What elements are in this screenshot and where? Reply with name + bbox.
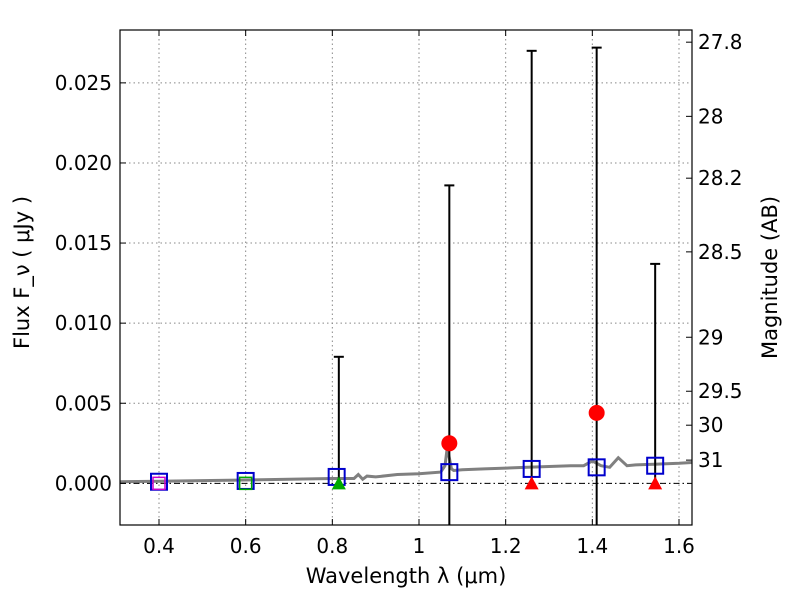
magnitude-tick-label: 28.5 <box>698 240 743 264</box>
y-tick-label: 0.020 <box>55 151 112 175</box>
marker-layer <box>150 404 665 491</box>
grid-layer <box>120 30 692 525</box>
model-photometry-marker <box>440 463 459 482</box>
spectrum-layer <box>119 447 693 484</box>
nondetection-marker <box>152 476 166 491</box>
magnitude-tick-label: 31 <box>698 448 723 472</box>
model-photometry-marker <box>646 456 665 475</box>
x-tick-label: 1 <box>413 534 426 558</box>
x-tick-label: 0.8 <box>316 534 348 558</box>
x-tick-label: 0.6 <box>230 534 262 558</box>
observed-flux-marker <box>588 404 605 421</box>
upper-limit-marker <box>331 476 346 490</box>
x-tick-label: 1.2 <box>490 534 522 558</box>
magnitude-tick-label: 30 <box>698 413 723 437</box>
y-tick-label: 0.025 <box>55 71 112 95</box>
x-tick-label: 1.4 <box>576 534 608 558</box>
y-tick-label: 0.005 <box>55 391 112 415</box>
right-axis-label: Magnitude (AB) <box>758 196 782 359</box>
plot-frame <box>119 29 693 526</box>
tick-layer: 0.4 0.6 0.8 1 1.2 1.4 1.6 0.000 0.005 0.010 0.015 0… <box>55 30 743 558</box>
observed-flux-marker <box>441 435 458 452</box>
y-tick-label: 0.015 <box>55 231 112 255</box>
magnitude-tick-label: 28.2 <box>698 166 743 190</box>
magnitude-tick-label: 27.8 <box>698 30 743 54</box>
magnitude-tick-label: 29.5 <box>698 379 743 403</box>
x-tick-label: 1.6 <box>663 534 695 558</box>
nondetection-marker <box>238 476 253 491</box>
x-tick-label: 0.4 <box>143 534 175 558</box>
upper-limit-marker <box>648 476 663 490</box>
upper-limit-marker <box>524 476 539 490</box>
y-tick-label: 0.000 <box>55 471 112 495</box>
model-photometry-marker <box>587 458 606 477</box>
errorbar-layer <box>333 46 661 525</box>
magnitude-tick-label: 29 <box>698 325 723 349</box>
magnitude-tick-label: 28 <box>698 104 723 128</box>
y-tick-label: 0.010 <box>55 311 112 335</box>
y-axis-label: Flux F_ν ( μJy ) <box>10 196 35 349</box>
model-spectrum-line <box>119 447 693 484</box>
x-axis-label: Wavelength λ (μm) <box>306 564 507 588</box>
